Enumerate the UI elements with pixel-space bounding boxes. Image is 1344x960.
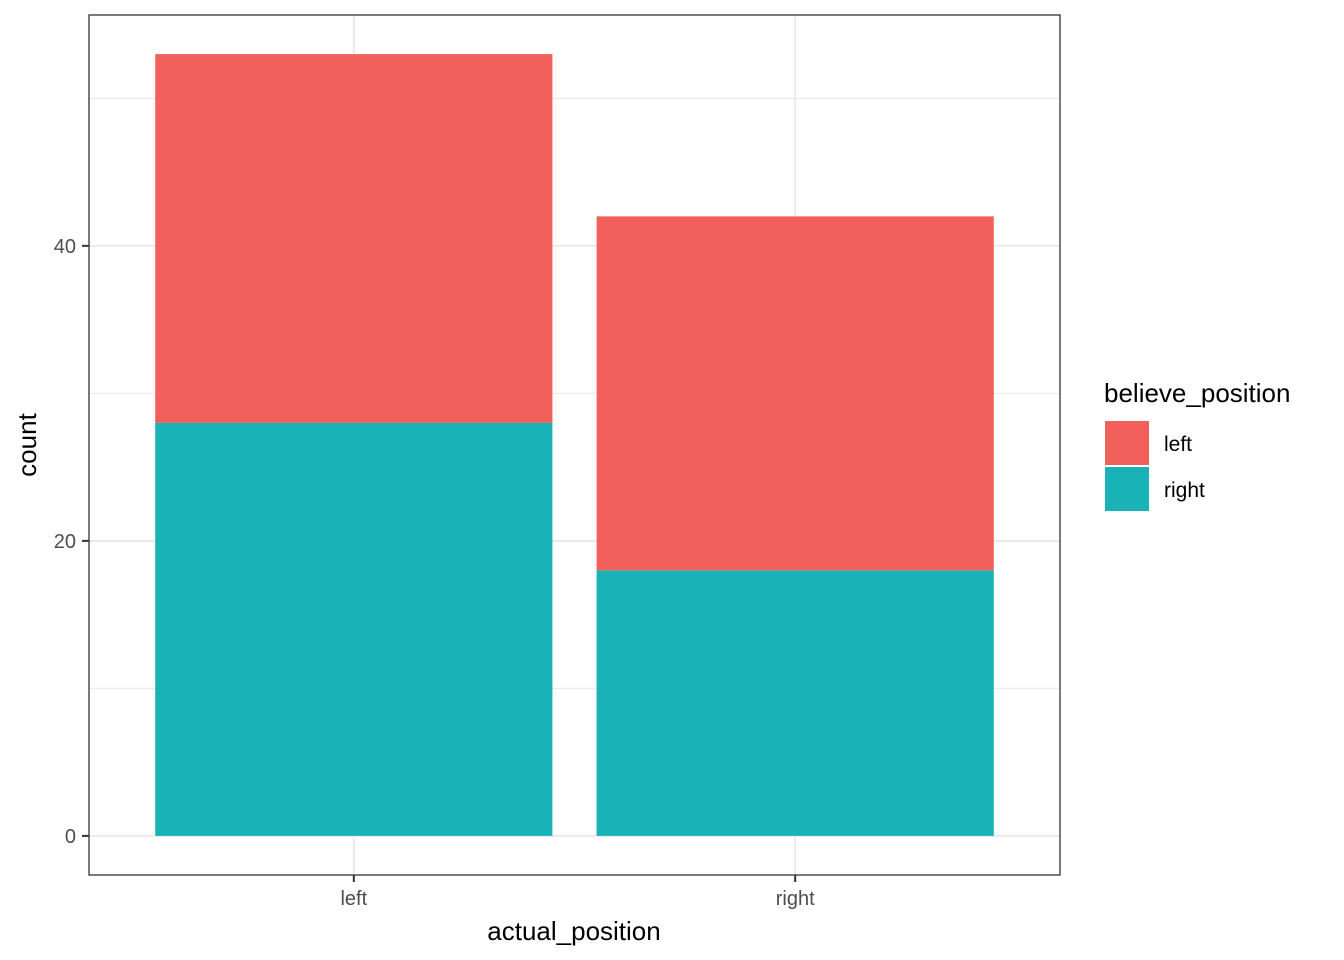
legend-key-right — [1105, 467, 1149, 511]
x-axis: left right — [340, 875, 815, 910]
bar-right-right — [596, 570, 994, 836]
y-axis-title: count — [12, 412, 42, 476]
x-tick-label: left — [340, 888, 367, 910]
y-axis: 0 20 40 — [54, 236, 89, 848]
x-axis-title: actual_position — [487, 916, 660, 946]
legend-label-right: right — [1164, 479, 1205, 502]
y-tick-label: 40 — [54, 236, 76, 258]
y-tick-label: 0 — [65, 826, 76, 848]
bar-left-left — [155, 54, 553, 423]
legend-label-left: left — [1164, 433, 1192, 456]
x-tick-label: right — [776, 888, 815, 910]
legend-title: believe_position — [1104, 378, 1290, 408]
legend-key-left — [1105, 421, 1149, 465]
bar-left-right — [155, 422, 553, 836]
legend-entries: left right — [1105, 421, 1205, 511]
y-tick-label: 20 — [54, 531, 76, 553]
bars — [155, 54, 994, 836]
bar-right-left — [596, 216, 994, 571]
legend: believe_position left right — [1104, 378, 1290, 511]
plot-panel-border — [88, 14, 1061, 876]
